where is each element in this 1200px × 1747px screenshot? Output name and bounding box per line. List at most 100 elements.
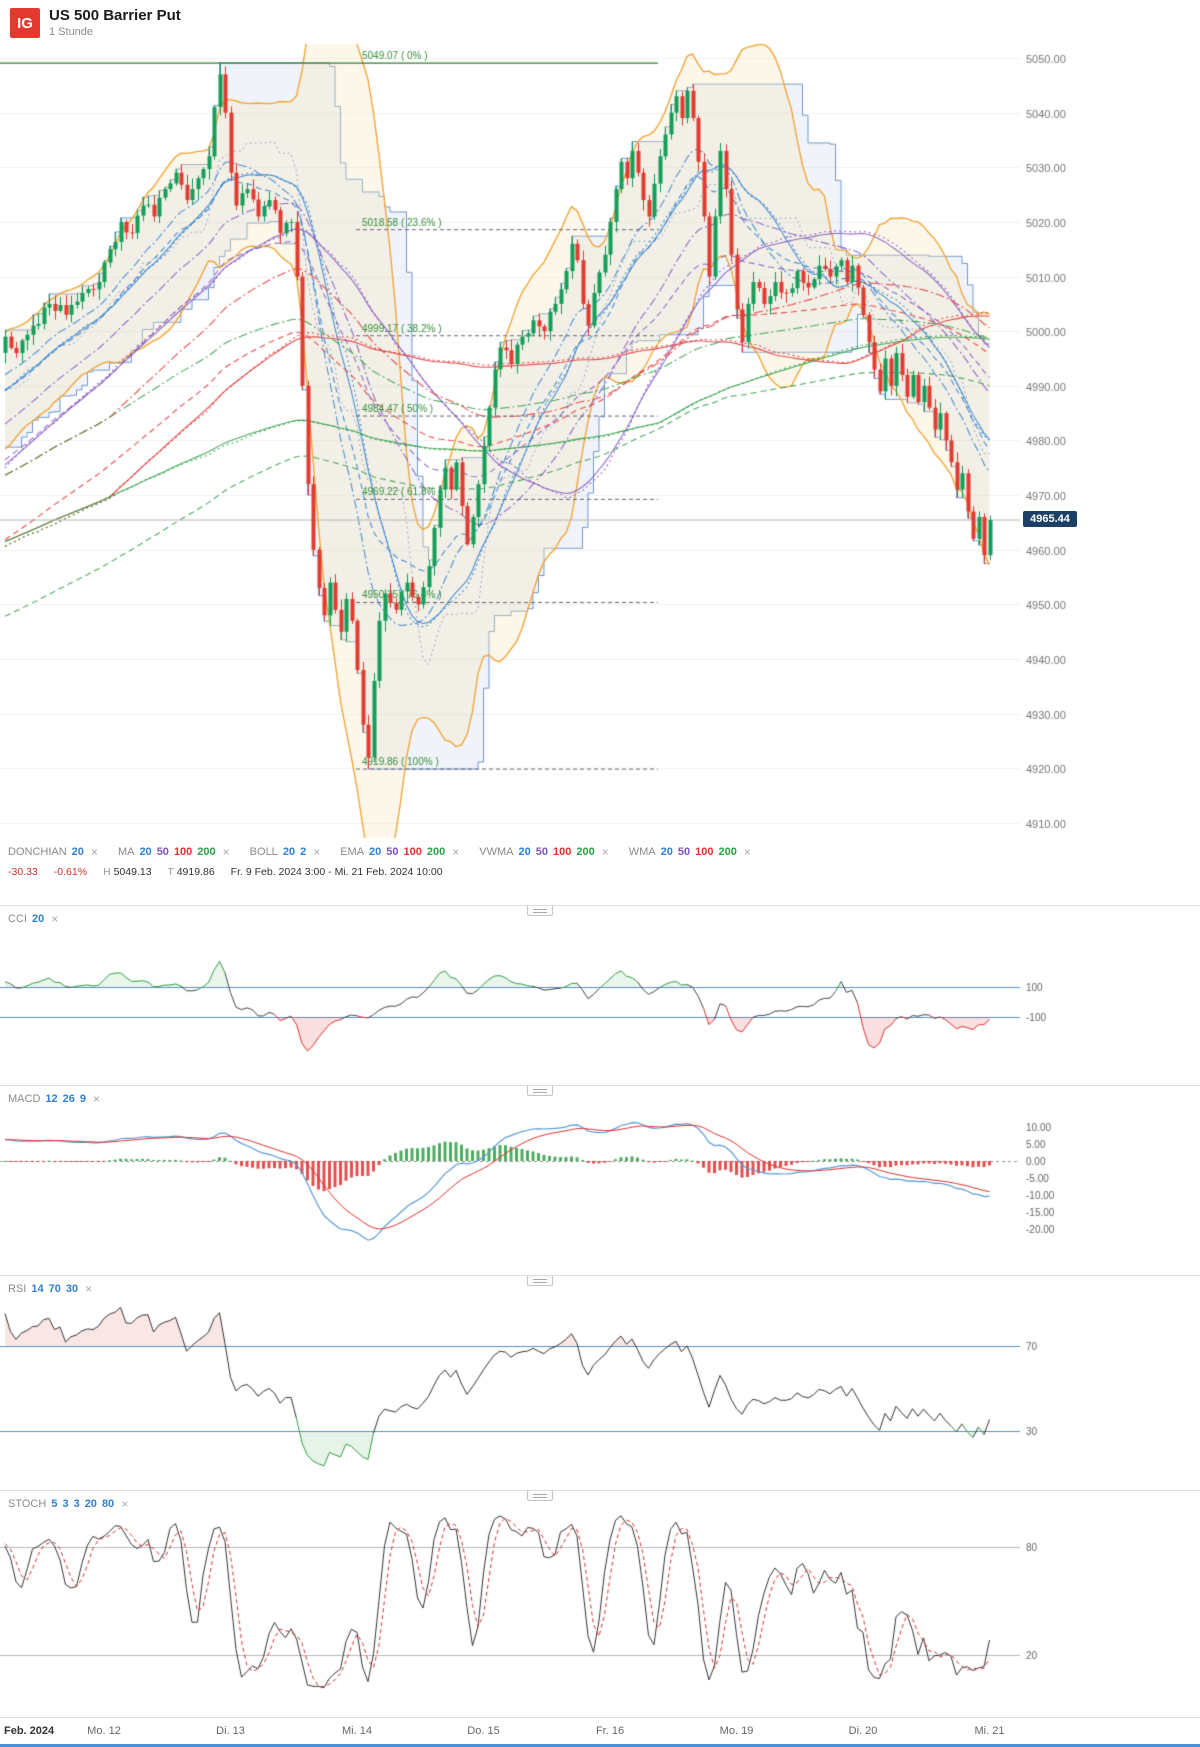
macd-param: 9 (79, 1093, 87, 1105)
overlay-legend: DONCHIAN 20 × MA 20 50 100 200 × BOLL 20 2 × EMA 20 50 1… (8, 845, 751, 859)
stoch-param: 3 (73, 1498, 80, 1510)
time-axis: Feb. 2024 Mo. 12 Di. 13 Mi. 14 Do. 15 Fr. 16 M… (0, 1717, 1200, 1747)
rsi-label: RSI 14 70 30 × (8, 1282, 92, 1296)
overlay-param: 200 (426, 846, 446, 858)
overlay-param: 2 (300, 846, 307, 858)
overlay-param: 20 (139, 846, 152, 858)
change-percent: -0.61% (53, 866, 88, 878)
stoch-param: 3 (62, 1498, 69, 1510)
cci-param: 20 (31, 913, 45, 925)
cci-label: CCI 20 × (8, 912, 58, 926)
timeline-scrollbar[interactable] (0, 1744, 1200, 1747)
time-axis-label: Di. 20 (848, 1725, 878, 1737)
current-price-tag: 4965.44 (1023, 511, 1077, 528)
rsi-param: 14 (31, 1283, 44, 1295)
overlay-legend-item: WMA 20 50 100 200 × (629, 845, 751, 859)
price-chart-canvas[interactable] (0, 0, 1200, 905)
stats-bar: -30.33 -0.61% H 5049.13 T 4919.86 Fr. 9 … (8, 866, 443, 878)
low-label: T (167, 866, 174, 878)
header-text: US 500 Barrier Put 1 Stunde (49, 7, 181, 39)
overlay-remove-button[interactable]: × (90, 845, 98, 859)
stoch-param: 20 (84, 1498, 97, 1510)
overlay-name: BOLL (249, 846, 278, 858)
overlay-param: 100 (403, 846, 422, 858)
cci-panel: CCI 20 × (0, 905, 1200, 1085)
rsi-canvas[interactable] (0, 1276, 1200, 1490)
stoch-param: 5 (51, 1498, 58, 1510)
overlay-name: VWMA (479, 846, 514, 858)
overlay-remove-button[interactable]: × (743, 845, 751, 859)
macd-param: 26 (62, 1093, 75, 1105)
overlay-name: MA (117, 846, 135, 858)
macd-label: MACD 12 26 9 × (8, 1092, 100, 1106)
stoch-remove-button[interactable]: × (121, 1497, 129, 1511)
time-axis-label: Mo. 12 (87, 1725, 121, 1737)
overlay-param: 20 (71, 846, 84, 858)
stoch-canvas[interactable] (0, 1491, 1200, 1717)
rsi-panel: RSI 14 70 30 × (0, 1275, 1200, 1490)
low-value: 4919.86 (176, 866, 215, 878)
panel-resize-handle[interactable] (527, 1276, 553, 1286)
cci-remove-button[interactable]: × (51, 912, 59, 926)
overlay-param: 50 (535, 846, 549, 858)
overlay-param: 200 (197, 846, 216, 858)
high-stat: H 5049.13 (103, 866, 151, 878)
panel-resize-handle[interactable] (527, 1491, 553, 1501)
overlay-param: 20 (518, 846, 531, 858)
overlay-param: 100 (173, 846, 193, 858)
overlay-remove-button[interactable]: × (601, 845, 609, 859)
high-label: H (103, 866, 111, 878)
overlay-param: 100 (553, 846, 572, 858)
time-axis-label: Do. 15 (467, 1725, 500, 1737)
time-axis-labels: Feb. 2024 Mo. 12 Di. 13 Mi. 14 Do. 15 Fr. 16 M… (0, 1718, 1200, 1747)
time-axis-label: Mi. 14 (342, 1725, 372, 1737)
cci-indicator-name: CCI (8, 913, 27, 925)
cci-canvas[interactable] (0, 906, 1200, 1085)
macd-canvas[interactable] (0, 1086, 1200, 1275)
macd-remove-button[interactable]: × (93, 1092, 101, 1106)
overlay-param: 20 (660, 846, 673, 858)
overlay-name: DONCHIAN (8, 846, 67, 858)
overlay-legend-item: BOLL 20 2 × (250, 845, 321, 859)
rsi-remove-button[interactable]: × (85, 1282, 93, 1296)
rsi-param: 30 (65, 1283, 79, 1295)
time-axis-label: Mo. 19 (719, 1725, 754, 1737)
overlay-param: 50 (677, 846, 691, 858)
high-value: 5049.13 (113, 866, 152, 878)
overlay-legend-item: DONCHIAN 20 × (8, 845, 98, 859)
macd-indicator-name: MACD (8, 1093, 41, 1105)
overlay-legend-item: VWMA 20 50 100 200 × (479, 845, 608, 859)
time-axis-label: Fr. 16 (595, 1725, 625, 1737)
overlay-legend-item: MA 20 50 100 200 × (118, 845, 230, 859)
overlay-remove-button[interactable]: × (313, 845, 321, 859)
instrument-title: US 500 Barrier Put (49, 7, 181, 24)
overlay-param: 20 (369, 846, 382, 858)
stoch-panel: STOCH 5 3 3 20 80 × (0, 1490, 1200, 1717)
low-stat: T 4919.86 (168, 866, 215, 878)
overlay-param: 20 (282, 846, 296, 858)
overlay-param: 100 (695, 846, 714, 858)
overlay-param: 200 (718, 846, 737, 858)
panel-resize-handle[interactable] (527, 906, 553, 916)
stoch-indicator-name: STOCH (8, 1498, 47, 1510)
change-value: -30.33 (8, 866, 38, 878)
overlay-param: 50 (386, 846, 399, 858)
stoch-label: STOCH 5 3 3 20 80 × (8, 1497, 128, 1511)
ig-logo: IG (10, 8, 40, 38)
overlay-param: 200 (576, 846, 595, 858)
panel-resize-handle[interactable] (527, 1086, 553, 1096)
price-panel: IG US 500 Barrier Put 1 Stunde 4965.44 D… (0, 0, 1200, 905)
overlay-remove-button[interactable]: × (222, 845, 230, 859)
overlay-remove-button[interactable]: × (452, 845, 460, 859)
rsi-param: 70 (48, 1283, 61, 1295)
overlay-name: EMA (340, 846, 365, 858)
interval-label: 1 Stunde (49, 26, 94, 38)
stoch-param: 80 (101, 1498, 115, 1510)
rsi-indicator-name: RSI (8, 1283, 27, 1295)
date-range: Fr. 9 Feb. 2024 3:00 - Mi. 21 Feb. 2024 … (230, 866, 443, 878)
time-axis-label: Feb. 2024 (4, 1725, 55, 1737)
chart-header: IG US 500 Barrier Put 1 Stunde (10, 8, 181, 38)
overlay-name: WMA (628, 846, 656, 858)
overlay-legend-item: EMA 20 50 100 200 × (340, 845, 459, 859)
